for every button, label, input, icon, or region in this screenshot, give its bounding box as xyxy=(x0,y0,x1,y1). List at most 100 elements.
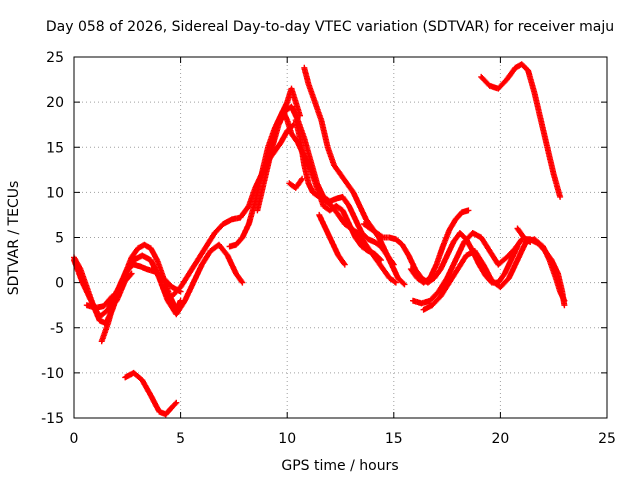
data-point xyxy=(196,259,199,261)
data-point xyxy=(141,379,144,381)
data-point xyxy=(420,302,423,305)
data-point xyxy=(546,146,549,149)
data-point xyxy=(348,205,350,207)
x-tick-label: 5 xyxy=(176,431,185,447)
data-point xyxy=(280,141,282,144)
data-point xyxy=(277,123,280,126)
data-point xyxy=(209,250,212,252)
series-arc-15 xyxy=(361,221,521,286)
data-point xyxy=(318,196,320,198)
data-point xyxy=(290,132,293,135)
data-point xyxy=(318,214,320,216)
data-point xyxy=(433,277,436,279)
data-point xyxy=(288,182,291,185)
x-axis-label: GPS time / hours xyxy=(281,458,398,474)
y-tick-label: 10 xyxy=(46,185,64,201)
data-point xyxy=(514,67,517,69)
data-point xyxy=(98,316,101,318)
data-point xyxy=(442,245,444,248)
data-point xyxy=(218,243,220,246)
data-point xyxy=(488,85,491,87)
data-point xyxy=(552,173,555,176)
data-point xyxy=(412,299,414,302)
data-point xyxy=(533,238,536,241)
data-point xyxy=(301,178,303,180)
data-point xyxy=(416,277,419,279)
data-point xyxy=(388,277,391,279)
data-point xyxy=(132,259,135,261)
data-point xyxy=(262,182,265,185)
data-point xyxy=(307,182,310,185)
data-point xyxy=(369,227,372,230)
data-point xyxy=(303,67,306,69)
data-point xyxy=(461,211,463,214)
y-tick-label: 25 xyxy=(46,50,64,66)
data-point xyxy=(454,218,457,221)
data-point xyxy=(563,304,566,306)
data-point xyxy=(290,105,293,108)
data-point xyxy=(175,401,178,404)
data-point xyxy=(294,187,297,189)
data-point xyxy=(309,159,312,162)
data-point xyxy=(290,87,293,90)
data-point xyxy=(167,299,169,302)
data-point xyxy=(343,223,346,225)
data-point xyxy=(503,272,506,275)
data-point xyxy=(520,63,523,66)
data-point xyxy=(299,114,301,117)
data-point xyxy=(331,241,333,243)
data-point xyxy=(548,259,551,261)
series-arc-05 xyxy=(83,293,116,311)
data-point xyxy=(369,250,372,252)
data-point xyxy=(171,295,173,297)
data-point xyxy=(230,218,233,221)
data-point xyxy=(333,164,335,167)
data-point xyxy=(303,164,306,167)
data-point xyxy=(446,254,448,257)
data-point xyxy=(139,265,141,268)
data-point xyxy=(256,209,259,212)
data-point xyxy=(103,305,105,307)
data-point xyxy=(497,87,500,90)
data-point xyxy=(448,229,451,232)
data-point xyxy=(205,245,207,248)
data-point xyxy=(367,238,370,241)
data-point xyxy=(397,277,399,279)
data-point xyxy=(85,304,88,306)
data-point xyxy=(401,243,404,246)
data-point xyxy=(422,281,425,284)
data-point xyxy=(130,256,133,259)
data-point xyxy=(354,236,357,239)
y-tick-labels: -15 -10 -5 0 5 10 15 20 25 xyxy=(41,50,64,427)
series-arc-06 xyxy=(122,369,180,418)
data-point xyxy=(156,259,158,261)
data-point xyxy=(365,218,367,221)
series-arc-13 xyxy=(316,211,348,268)
y-tick-label: 5 xyxy=(55,231,64,247)
data-point xyxy=(480,76,483,78)
data-point xyxy=(395,281,397,284)
data-point xyxy=(171,286,173,288)
data-point xyxy=(267,146,269,149)
data-point xyxy=(107,308,109,311)
data-point xyxy=(456,268,459,270)
data-point xyxy=(467,209,470,212)
series-arc-16 xyxy=(407,207,472,286)
data-point xyxy=(407,254,410,257)
data-point xyxy=(437,290,440,293)
data-point xyxy=(459,232,461,234)
data-point xyxy=(324,200,327,203)
data-point xyxy=(100,340,103,343)
data-point xyxy=(488,250,491,252)
chart-title: Day 058 of 2026, Sidereal Day-to-day VTE… xyxy=(46,19,614,35)
x-tick-label: 20 xyxy=(491,431,509,447)
data-point xyxy=(341,209,344,212)
y-axis-label: SDTVAR / TECUs xyxy=(6,181,22,296)
data-point xyxy=(363,241,365,243)
data-point xyxy=(260,173,263,176)
data-point xyxy=(141,254,144,257)
data-point xyxy=(422,308,425,311)
data-point xyxy=(175,313,178,316)
data-point xyxy=(429,299,431,302)
data-point xyxy=(145,268,148,270)
